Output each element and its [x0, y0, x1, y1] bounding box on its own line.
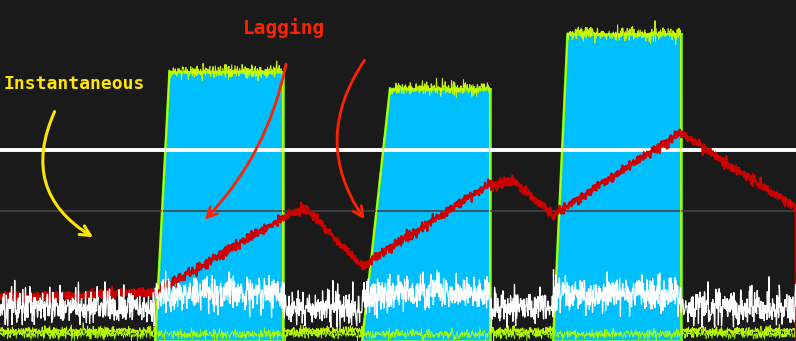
Text: Instantaneous: Instantaneous — [4, 75, 146, 93]
Polygon shape — [155, 72, 283, 341]
Text: Lagging: Lagging — [243, 18, 325, 38]
Polygon shape — [362, 89, 490, 341]
Polygon shape — [553, 34, 681, 341]
